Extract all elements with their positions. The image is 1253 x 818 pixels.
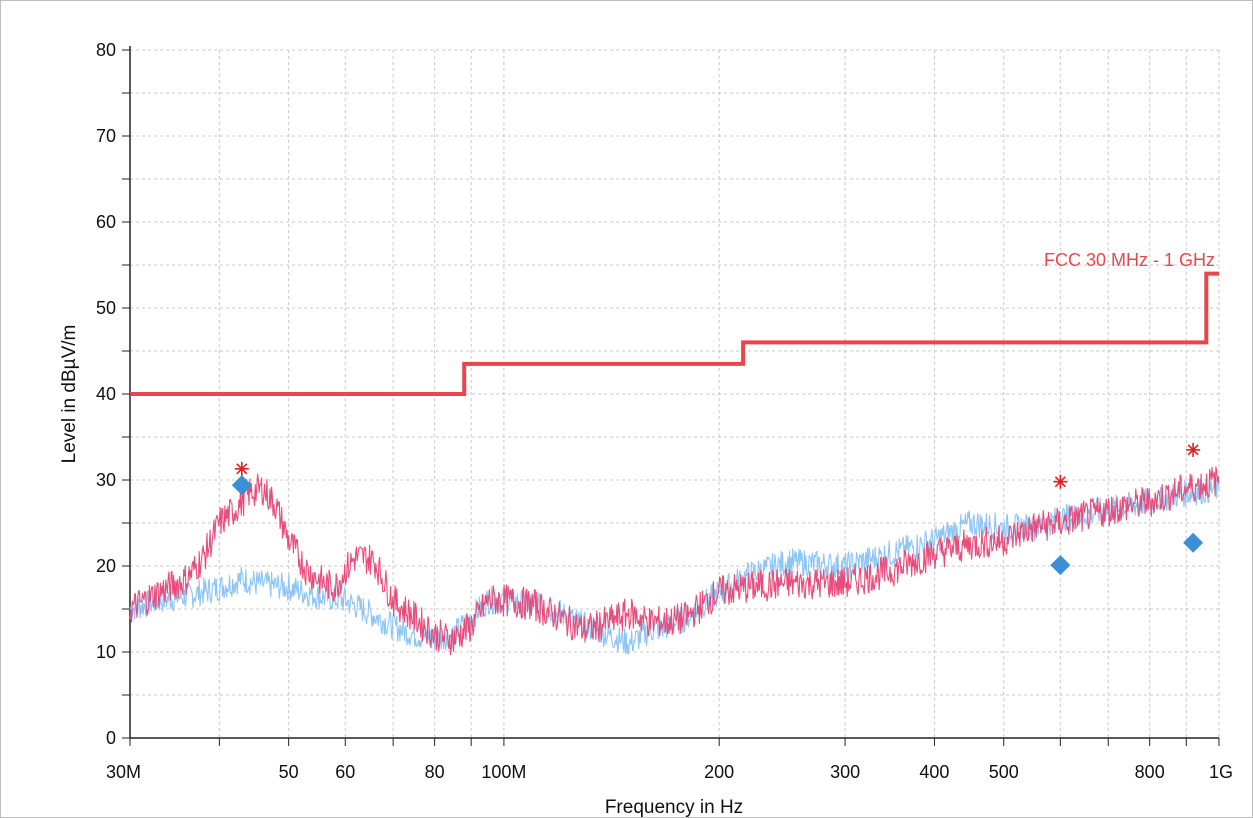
y-tick-label: 50: [96, 298, 116, 318]
final-marker-diamond: [1050, 555, 1071, 576]
y-tick-label: 30: [96, 470, 116, 490]
series-layer: [129, 466, 1220, 656]
x-tick-label: 30M: [106, 762, 141, 782]
asterisk-stroke: [1187, 444, 1199, 456]
x-tick-label: 80: [425, 762, 445, 782]
x-tick-label: 800: [1135, 762, 1165, 782]
tick-labels: 0 10 20 30 40 50 60 70 80 30M 50 60 80 100M 200 300 400 5…: [96, 40, 1233, 782]
y-axis-title: Level in dBµV/m: [59, 325, 80, 464]
x-tick-label: 1G: [1209, 762, 1233, 782]
y-tick-label: 60: [96, 212, 116, 232]
final-marker-diamond: [231, 475, 252, 496]
peak-marker-asterisk: [1186, 442, 1201, 457]
asterisk-stroke: [1054, 476, 1066, 488]
marker-layer: [231, 442, 1204, 576]
y-tick-label: 20: [96, 556, 116, 576]
x-tick-label: 300: [830, 762, 860, 782]
y-tick-label: 40: [96, 384, 116, 404]
y-tick-label: 70: [96, 126, 116, 146]
x-tick-label: 100M: [481, 762, 526, 782]
peak-marker-asterisk: [234, 461, 249, 476]
limit-line: [130, 271, 1219, 396]
y-tick-label: 0: [106, 728, 116, 748]
limit-line-label: FCC 30 MHz - 1 GHz: [1044, 250, 1215, 270]
y-tick-label: 10: [96, 642, 116, 662]
y-tick-label: 80: [96, 40, 116, 60]
trace-pink: [129, 466, 1220, 656]
final-marker-diamond: [1183, 532, 1204, 553]
x-tick-label: 400: [919, 762, 949, 782]
x-tick-label: 50: [279, 762, 299, 782]
x-tick-label: 200: [704, 762, 734, 782]
peak-marker-asterisk: [1053, 474, 1068, 489]
asterisk-stroke: [236, 463, 248, 475]
x-axis-title: Frequency in Hz: [605, 797, 743, 817]
x-tick-label: 500: [989, 762, 1019, 782]
limit-layer: [130, 271, 1219, 396]
x-tick-label: 60: [335, 762, 355, 782]
